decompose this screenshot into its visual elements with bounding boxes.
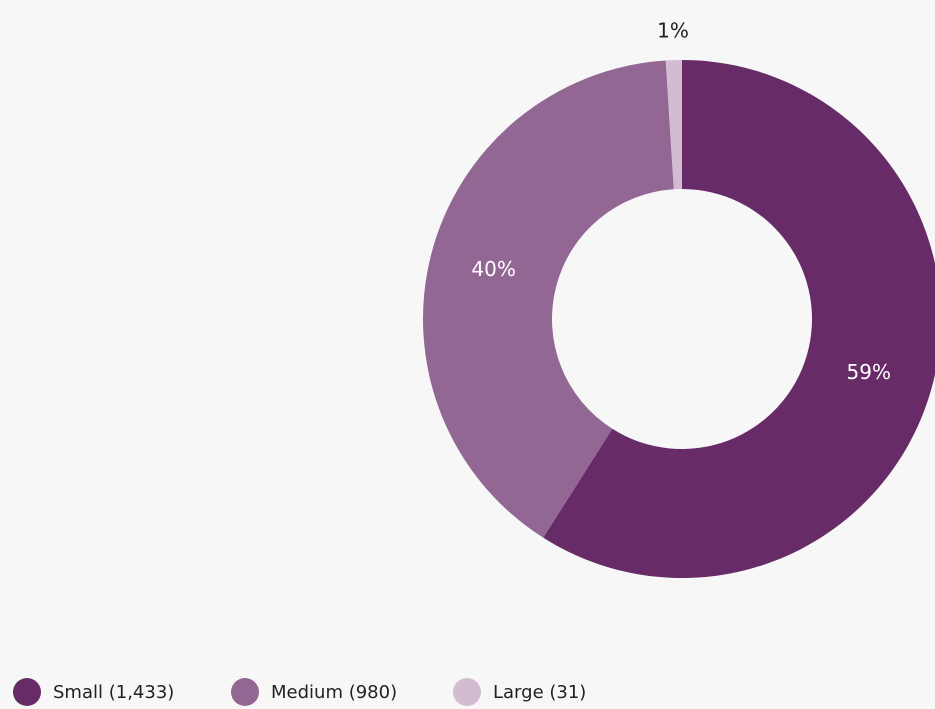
legend-label: Medium (980) xyxy=(271,682,397,703)
donut-slice xyxy=(665,60,682,190)
donut-slice xyxy=(423,60,674,538)
slice-label: 1% xyxy=(657,19,689,43)
slice-label: 40% xyxy=(471,257,515,281)
donut-slice xyxy=(543,60,935,578)
legend-swatch xyxy=(231,678,259,706)
legend-swatch xyxy=(453,678,481,706)
legend-swatch xyxy=(13,678,41,706)
legend-label: Large (31) xyxy=(493,682,586,703)
legend-label: Small (1,433) xyxy=(53,682,174,703)
slice-label: 59% xyxy=(847,360,891,384)
